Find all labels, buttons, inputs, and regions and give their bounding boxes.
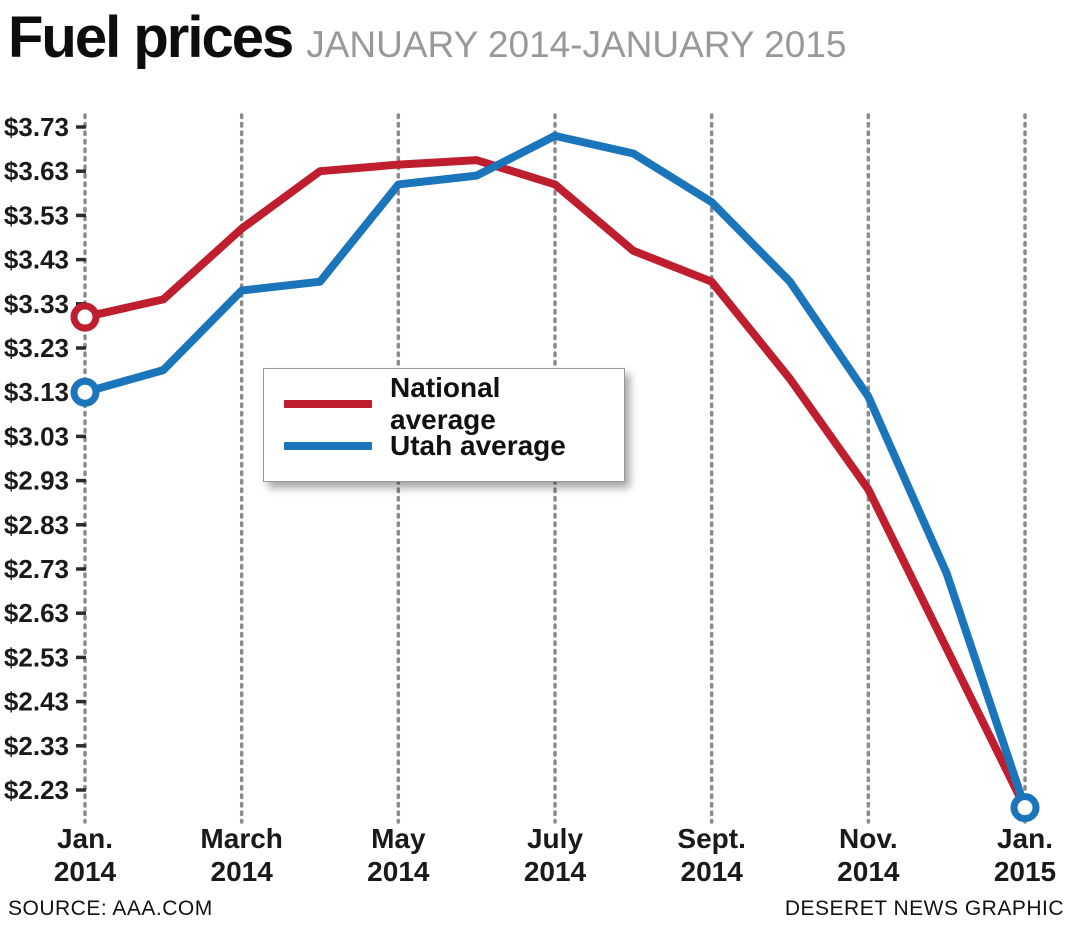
x-axis-label: Nov. 2014 [837, 823, 900, 887]
utah-average-swatch [284, 442, 372, 450]
utah-average-marker [1010, 793, 1040, 823]
y-axis-label: $3.63 [4, 156, 69, 186]
legend-item-national: National average [284, 372, 604, 435]
legend-item-utah: Utah average [284, 425, 604, 467]
x-axis-label: Sept. 2014 [677, 823, 745, 887]
source-credit: SOURCE: AAA.COM [8, 897, 213, 920]
national-average-marker [70, 302, 100, 332]
x-axis-label: July 2014 [524, 823, 587, 887]
y-axis-label: $3.33 [4, 289, 69, 319]
subtitle-text: JANUARY 2014-JANUARY 2015 [306, 24, 847, 65]
national-average-swatch [284, 400, 372, 408]
y-axis-label: $2.53 [4, 642, 69, 672]
utah-average-line [81, 131, 1029, 812]
y-axis-label: $3.03 [4, 421, 69, 451]
header: Fuel prices JANUARY 2014-JANUARY 2015 [8, 6, 1066, 70]
legend-label-utah: Utah average [390, 430, 566, 461]
x-axis-label: May 2014 [367, 823, 430, 887]
y-axis-label: $2.63 [4, 598, 69, 628]
y-axis-label: $2.23 [4, 775, 69, 805]
y-axis-label: $2.83 [4, 510, 69, 540]
national-average-line [81, 156, 1029, 812]
footer: SOURCE: AAA.COM DESERET NEWS GRAPHIC [8, 897, 1064, 921]
y-axis-label: $2.73 [4, 554, 69, 584]
page-title: Fuel prices JANUARY 2014-JANUARY 2015 [8, 6, 1066, 70]
title-text: Fuel prices [8, 5, 294, 70]
x-axis-label: Jan. 2015 [994, 823, 1056, 887]
y-axis-label: $3.53 [4, 200, 69, 230]
y-axis-label: $3.13 [4, 377, 69, 407]
chart-legend: National average Utah average [263, 368, 625, 482]
legend-label-national: National average [390, 372, 501, 435]
y-axis-label: $3.43 [4, 245, 69, 275]
y-axis-label: $2.93 [4, 466, 69, 496]
y-axis-label: $2.33 [4, 731, 69, 761]
graphic-credit: DESERET NEWS GRAPHIC [784, 897, 1064, 920]
y-axis-label: $2.43 [4, 687, 69, 717]
y-axis-label: $3.73 [4, 112, 69, 142]
x-axis-label: March 2014 [200, 823, 282, 887]
utah-average-marker [70, 377, 100, 407]
y-axis-label: $3.23 [4, 333, 69, 363]
x-axis-label: Jan. 2014 [54, 823, 117, 887]
